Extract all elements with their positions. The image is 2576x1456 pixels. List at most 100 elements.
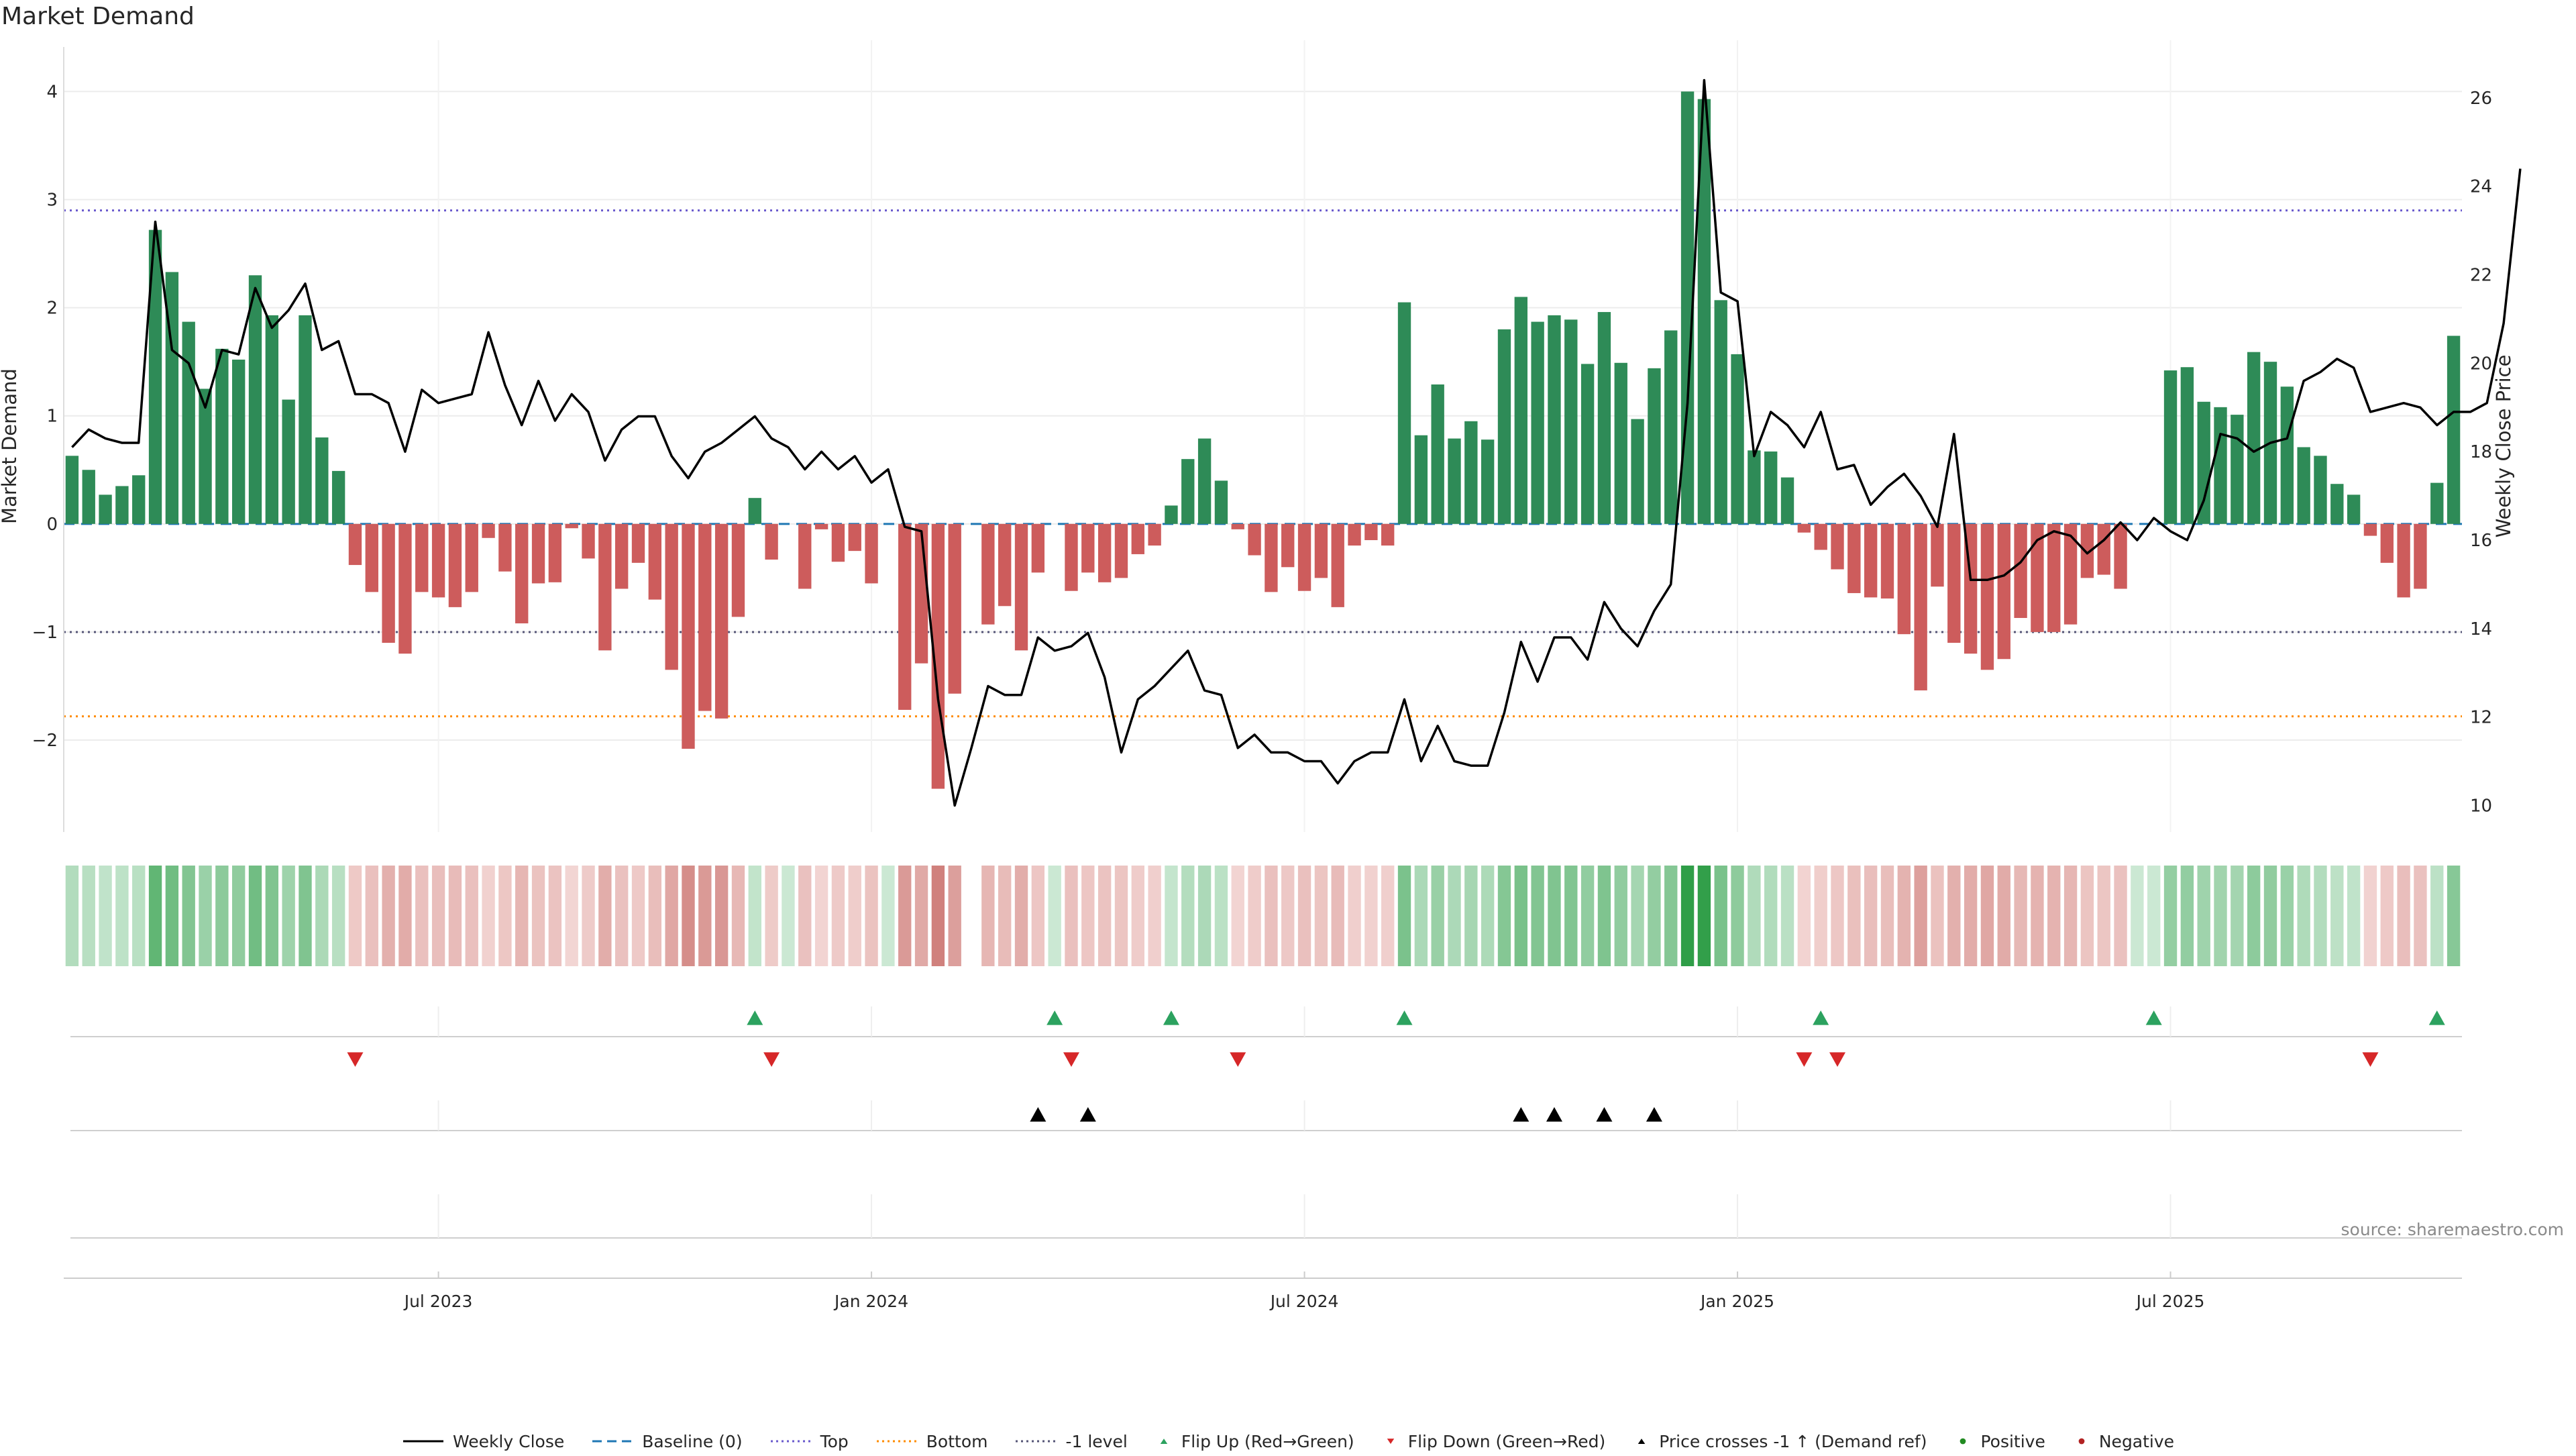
demand-bar (315, 437, 329, 524)
chart-title: Market Demand (1, 3, 195, 30)
legend-label: Flip Down (Green→Red) (1407, 1431, 1606, 1451)
dotted-line-icon (770, 1440, 811, 1443)
demand-bar (914, 523, 928, 664)
strip-cell (998, 866, 1012, 966)
strip-cell (648, 866, 662, 966)
demand-bar (898, 523, 912, 710)
strip-cell (2363, 866, 2377, 966)
demand-bar (1847, 523, 1861, 593)
demand-bar (698, 523, 712, 711)
strip-cell (2347, 866, 2361, 966)
demand-bar (1697, 99, 1711, 524)
strip-cell (1531, 866, 1544, 966)
demand-bar (2363, 523, 2377, 536)
demand-bar (1214, 480, 1228, 524)
legend-item-baseline: Baseline (0) (591, 1432, 743, 1451)
y2-tick-label: 26 (2470, 89, 2492, 109)
demand-bar (1564, 319, 1578, 524)
demand-bar (248, 275, 262, 524)
strip-cell (1864, 866, 1878, 966)
y-tick-label: 3 (46, 191, 58, 211)
demand-bar (215, 348, 229, 524)
demand-bar (448, 523, 462, 607)
y2-tick-label: 12 (2470, 708, 2492, 728)
y-tick-label: 4 (46, 82, 58, 102)
demand-bar (1397, 302, 1411, 524)
strip-cell (1748, 866, 1761, 966)
demand-bar (1481, 439, 1495, 524)
strip-cell (1165, 866, 1178, 966)
demand-bar (431, 523, 445, 598)
source-note: source: sharemaestro.com (2341, 1220, 2565, 1239)
strip-cell (2131, 866, 2144, 966)
demand-bar (2197, 401, 2210, 524)
strip-cell (2063, 866, 2078, 966)
demand-bar (1980, 523, 1994, 670)
demand-bar (148, 229, 162, 524)
strip-cell (831, 866, 845, 966)
strip-cell (65, 866, 79, 966)
demand-bar (1381, 523, 1395, 546)
strip-cell (82, 866, 95, 966)
strip-cell (2097, 866, 2110, 966)
strip-cell (1297, 866, 1311, 966)
demand-bar (1947, 523, 1961, 643)
strip-cell (99, 866, 112, 966)
demand-bar (1497, 329, 1511, 524)
y-tick-label: 0 (46, 515, 58, 535)
demand-bar (1780, 477, 1794, 524)
strip-cell (2314, 866, 2327, 966)
demand-bar (1165, 505, 1178, 524)
strip-cell (1248, 866, 1261, 966)
strip-cell (782, 866, 795, 966)
strip-cell (1331, 866, 1344, 966)
strip-cell (2414, 866, 2427, 966)
demand-bar (1897, 523, 1911, 635)
demand-bar (2031, 523, 2044, 632)
strip-cell (1880, 866, 1894, 966)
demand-bar (1148, 523, 1161, 546)
strip-cell (1548, 866, 1561, 966)
strip-cell (2447, 866, 2461, 966)
demand-bar (1614, 362, 1627, 524)
demand-bar (2347, 495, 2361, 524)
strip-cell (448, 866, 462, 966)
flip-down-marker (2362, 1052, 2379, 1067)
demand-bar (565, 523, 578, 529)
legend-item-price-cross: Price crosses -1 ↑ (Demand ref) (1632, 1432, 1927, 1451)
price-cross-marker (1030, 1107, 1046, 1122)
demand-bar (615, 523, 629, 589)
demand-bar (1997, 523, 2010, 660)
flip-down-marker (1829, 1052, 1846, 1067)
legend-label: Price crosses -1 ↑ (Demand ref) (1659, 1431, 1927, 1451)
legend: Weekly Close Baseline (0) Top Bottom -1 … (0, 1426, 2576, 1456)
demand-bar (1031, 523, 1045, 573)
legend-item-positive: Positive (1953, 1432, 2045, 1451)
strip-cell (1564, 866, 1578, 966)
demand-bar (598, 523, 612, 651)
strip-cell (1181, 866, 1195, 966)
triangle-down-icon (1387, 1439, 1394, 1444)
demand-bar (2280, 386, 2294, 524)
demand-bar (2380, 523, 2394, 563)
strip-cell (1214, 866, 1228, 966)
strip-cell (2297, 866, 2310, 966)
strip-cell (1714, 866, 1727, 966)
strip-cell (865, 866, 878, 966)
x-tick-label: Jul 2023 (403, 1292, 473, 1311)
demand-bar (1081, 523, 1095, 573)
demand-bar (1514, 297, 1527, 524)
legend-item-flip-down: Flip Down (Green→Red) (1381, 1431, 1606, 1451)
flip-down-marker (1063, 1052, 1079, 1067)
strip-cell (2231, 866, 2244, 966)
strip-cell (465, 866, 478, 966)
strip-cell (1964, 866, 1978, 966)
demand-bar (2247, 352, 2261, 524)
demand-bar (498, 523, 512, 572)
y2-tick-label: 22 (2470, 266, 2492, 286)
y-tick-label: −2 (32, 731, 58, 751)
demand-bar (1864, 523, 1878, 598)
strip-cell (115, 866, 129, 966)
